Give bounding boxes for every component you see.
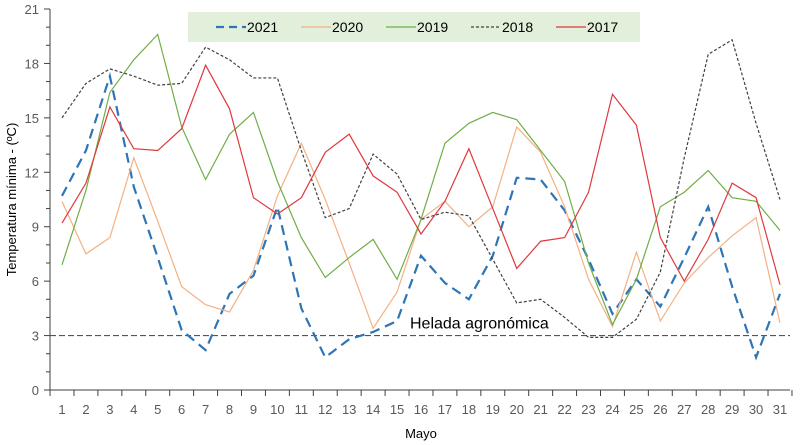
legend: 2021 2020 2019 2018 2017	[188, 12, 640, 42]
x-tick-label: 17	[438, 402, 452, 417]
y-tick-label: 0	[32, 383, 39, 398]
x-tick-label: 6	[178, 402, 185, 417]
y-axis-title: Temperatura mínima - (ºC)	[4, 123, 19, 277]
x-tick-label: 12	[318, 402, 332, 417]
y-tick-label: 21	[25, 2, 39, 17]
x-tick-label: 20	[509, 402, 523, 417]
x-tick-label: 28	[701, 402, 715, 417]
x-tick-label: 3	[106, 402, 113, 417]
x-tick-label: 24	[605, 402, 619, 417]
x-tick-label: 10	[270, 402, 284, 417]
legend-label-2018: 2018	[502, 19, 533, 35]
y-tick-label: 6	[32, 274, 39, 289]
series-line-2020	[61, 125, 781, 330]
x-tick-label: 23	[581, 402, 595, 417]
y-axis-ticks: 0 3 6 9 12 15 18 21	[25, 2, 50, 398]
x-tick-label: 26	[653, 402, 667, 417]
x-tick-label: 16	[414, 402, 428, 417]
legend-label-2017: 2017	[587, 19, 618, 35]
x-tick-label: 13	[342, 402, 356, 417]
x-tick-label: 29	[725, 402, 739, 417]
x-tick-label: 1	[58, 402, 65, 417]
x-tick-label: 14	[366, 402, 380, 417]
legend-label-2020: 2020	[332, 19, 363, 35]
x-tick-label: 27	[677, 402, 691, 417]
x-tick-label: 25	[629, 402, 643, 417]
x-axis-ticks: 1 2 3 4 5 6 7 8 9 10 11 12 13 14 15 16 17 18 19 20 21 22 23 24 2…	[49, 390, 793, 417]
x-tick-label: 22	[557, 402, 571, 417]
x-tick-label: 31	[773, 402, 787, 417]
x-tick-label: 15	[390, 402, 404, 417]
x-tick-label: 4	[130, 402, 137, 417]
y-tick-label: 18	[25, 56, 39, 71]
x-axis-title: Mayo	[405, 426, 437, 441]
x-tick-label: 30	[749, 402, 763, 417]
frost-reference: Helada agronómica	[50, 316, 790, 337]
x-tick-label: 8	[226, 402, 233, 417]
series	[61, 33, 782, 361]
y-tick-label: 3	[32, 329, 39, 344]
frost-reference-label: Helada agronómica	[410, 316, 549, 333]
y-tick-label: 12	[25, 165, 39, 180]
y-tick-label: 15	[25, 111, 39, 126]
x-tick-label: 19	[486, 402, 500, 417]
y-tick-label: 9	[32, 220, 39, 235]
series-line-2017	[61, 63, 781, 285]
x-tick-label: 21	[533, 402, 547, 417]
x-tick-label: 7	[202, 402, 209, 417]
x-tick-label: 11	[295, 402, 309, 417]
x-tick-label: 2	[82, 402, 89, 417]
x-tick-label: 18	[462, 402, 476, 417]
axes	[49, 9, 790, 391]
x-tick-label: 5	[154, 402, 161, 417]
legend-label-2021: 2021	[247, 19, 278, 35]
legend-label-2019: 2019	[417, 19, 448, 35]
x-tick-label: 9	[250, 402, 257, 417]
